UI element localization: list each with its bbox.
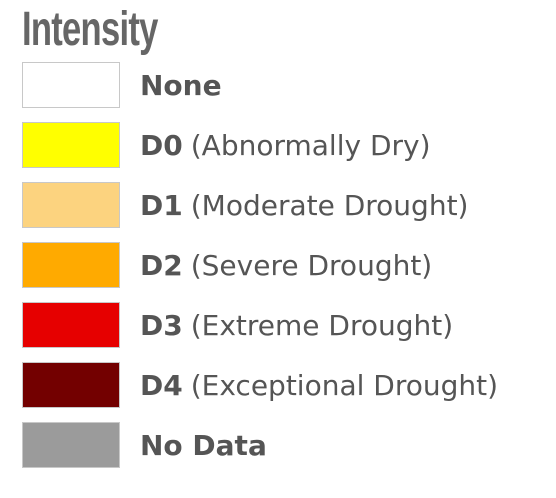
legend-code: D1 [140, 188, 183, 222]
legend-swatch [22, 302, 120, 348]
legend-code: D3 [140, 308, 183, 342]
legend-swatch [22, 242, 120, 288]
legend-label: D4 (Exceptional Drought) [140, 369, 498, 402]
legend-label: D2 (Severe Drought) [140, 249, 432, 282]
legend-description: (Moderate Drought) [190, 188, 469, 222]
legend-item: D1 (Moderate Drought) [22, 182, 468, 228]
legend-item: D3 (Extreme Drought) [22, 302, 453, 348]
legend-label: D3 (Extreme Drought) [140, 309, 453, 342]
legend-item: D2 (Severe Drought) [22, 242, 432, 288]
legend-swatch [22, 182, 120, 228]
legend-label: D0 (Abnormally Dry) [140, 129, 431, 162]
legend-code: D4 [140, 368, 183, 402]
legend-code: None [140, 68, 222, 102]
legend-label: None [140, 69, 222, 102]
legend-swatch [22, 62, 120, 108]
legend-label: No Data [140, 429, 267, 462]
legend-label: D1 (Moderate Drought) [140, 189, 468, 222]
legend-item: No Data [22, 422, 267, 468]
legend-swatch [22, 422, 120, 468]
legend-item: None [22, 62, 222, 108]
legend-description: (Abnormally Dry) [190, 128, 431, 162]
legend-swatch [22, 122, 120, 168]
legend-item: D0 (Abnormally Dry) [22, 122, 431, 168]
legend-swatch [22, 362, 120, 408]
legend-description: (Extreme Drought) [190, 308, 454, 342]
legend-code: D2 [140, 248, 183, 282]
legend-description: (Severe Drought) [190, 248, 433, 282]
legend-title: Intensity [22, 3, 158, 56]
legend-item: D4 (Exceptional Drought) [22, 362, 498, 408]
legend-code: No Data [140, 428, 267, 462]
legend-code: D0 [140, 128, 183, 162]
legend-description: (Exceptional Drought) [190, 368, 499, 402]
